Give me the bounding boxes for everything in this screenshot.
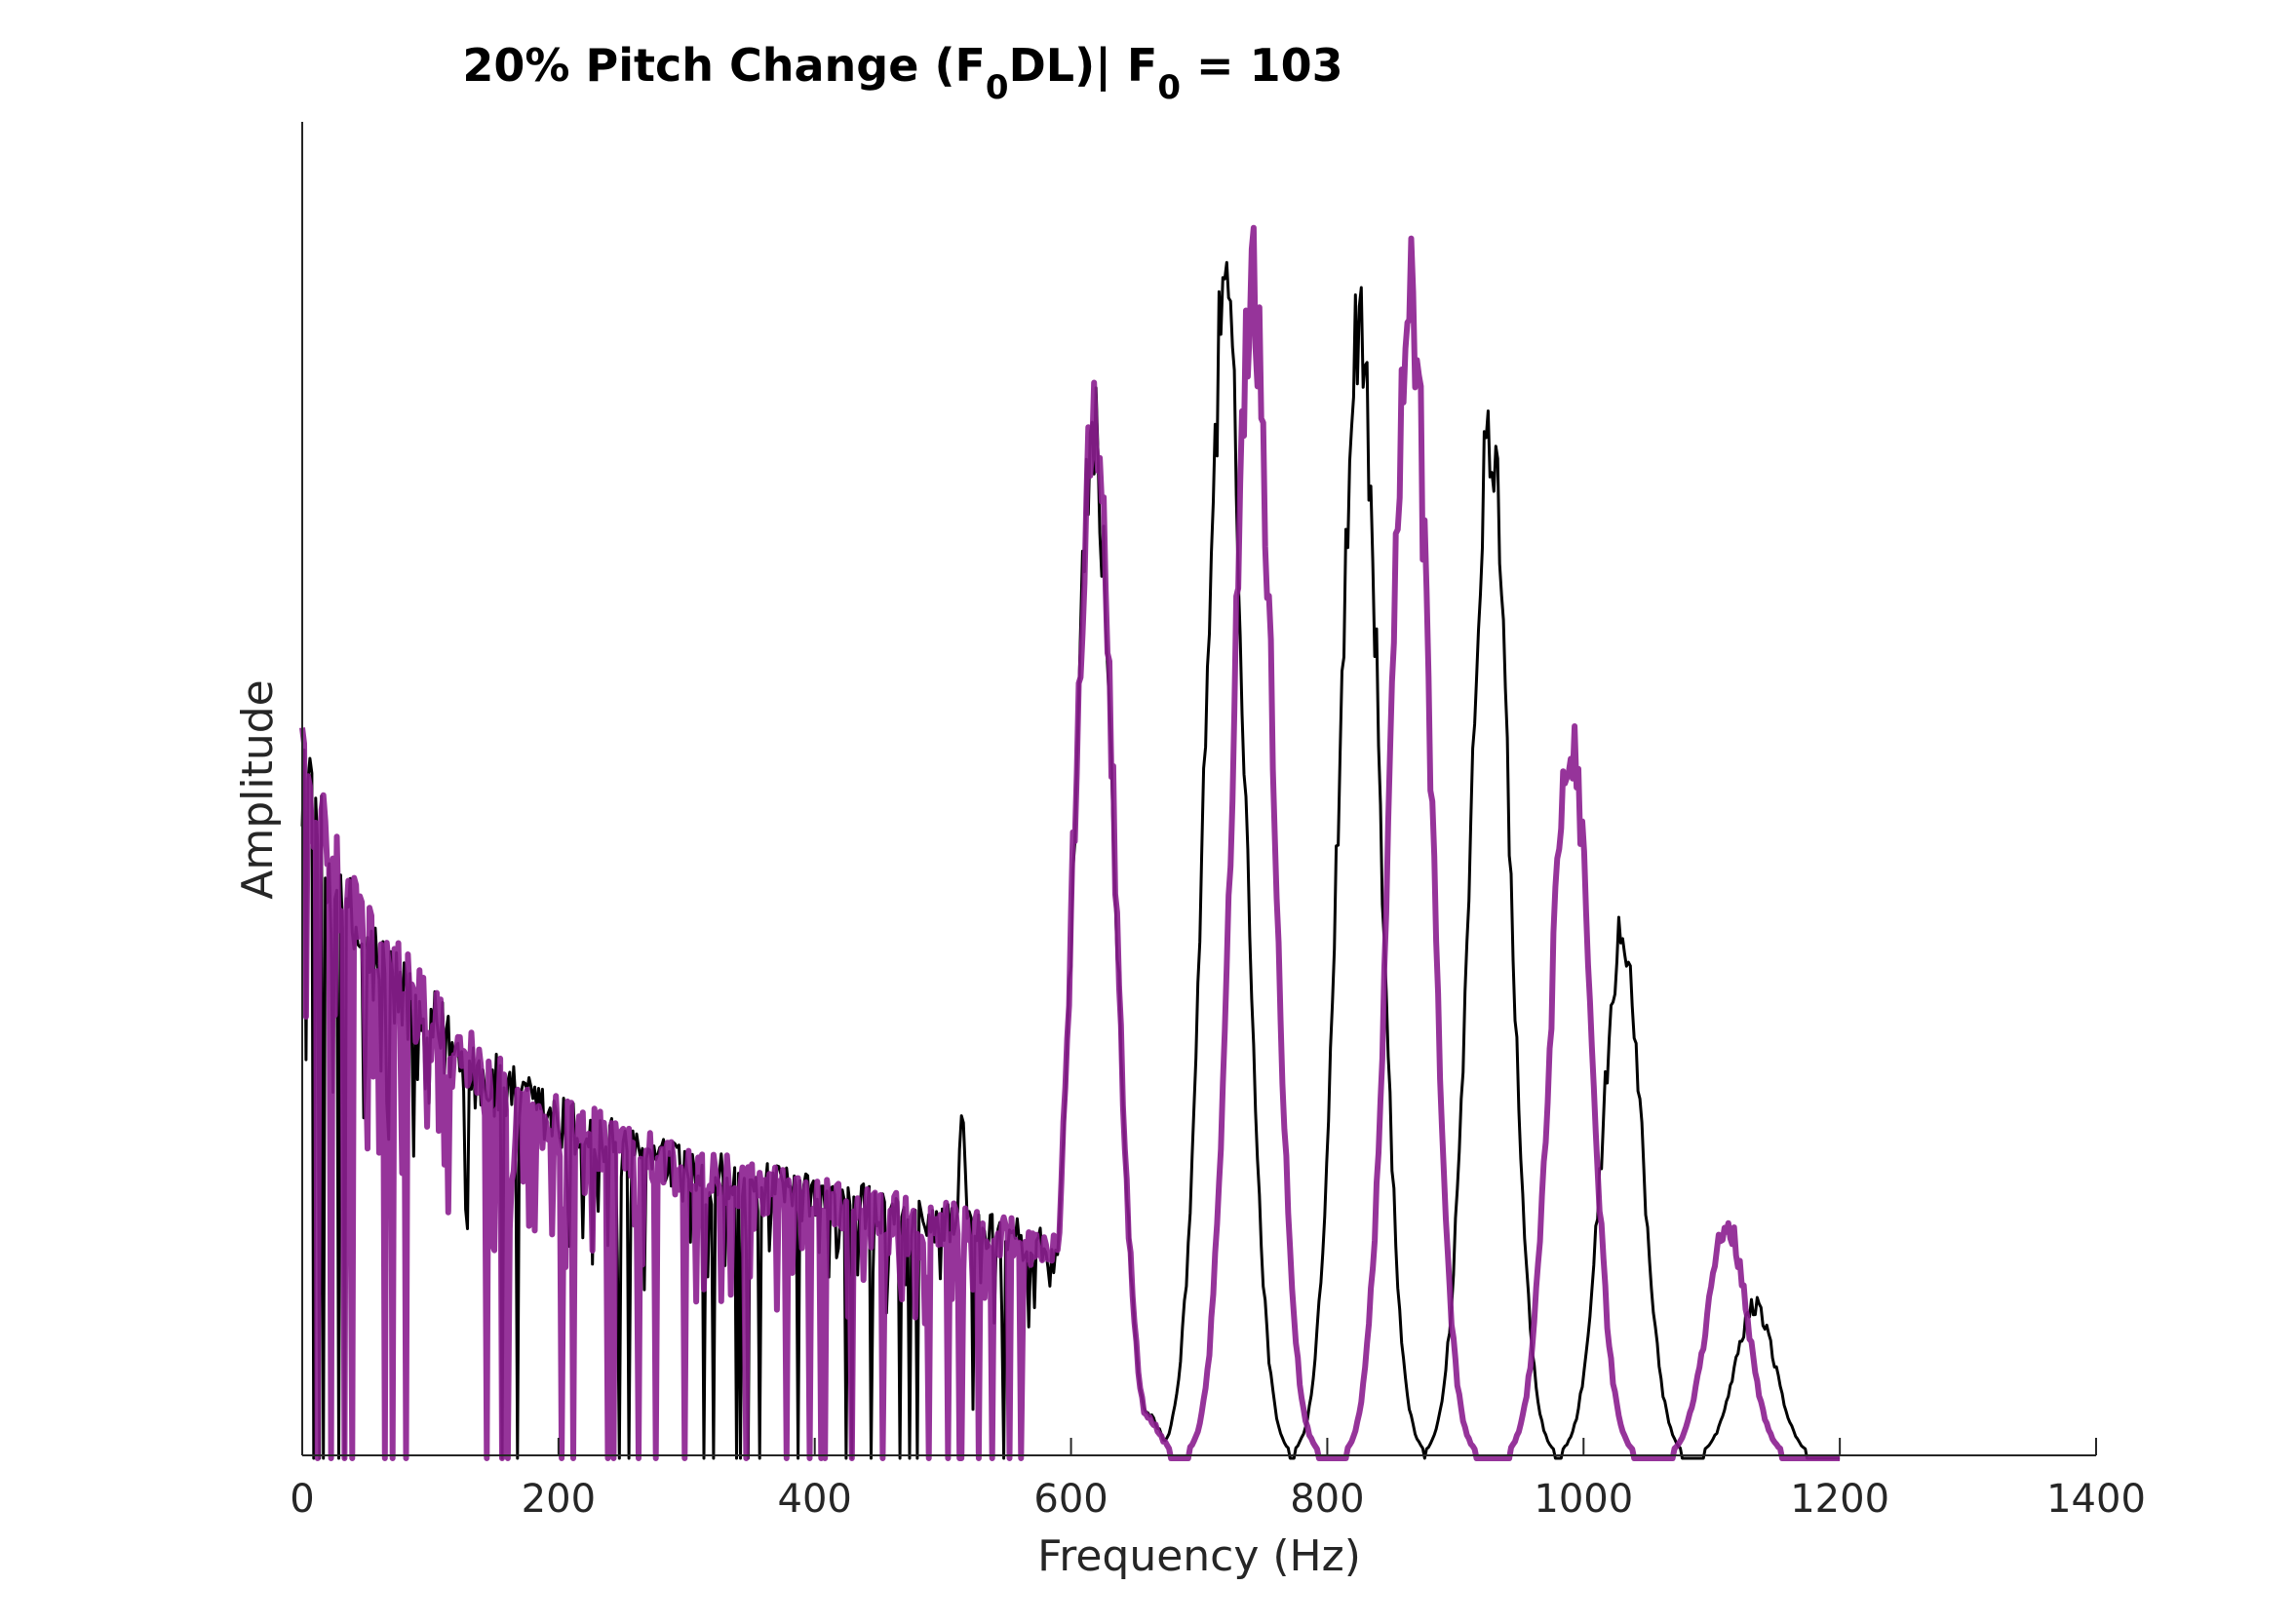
chart-title: 20% Pitch Change (F0DL)| F0 = 103 <box>462 39 1342 107</box>
x-tick-label: 400 <box>778 1477 852 1522</box>
chart-title-subscript: 0 <box>986 68 1009 107</box>
x-tick-label: 1400 <box>2046 1477 2146 1522</box>
x-axis-ticks: 0 200 400 600 800 1000 1200 1400 <box>290 1438 2146 1522</box>
chart-title-part: DL)| F <box>1009 39 1158 93</box>
x-tick-label: 1000 <box>1534 1477 1633 1522</box>
plot-area: 0 200 400 600 800 1000 1200 1400 <box>290 122 2146 1522</box>
x-tick-label: 600 <box>1033 1477 1108 1522</box>
x-tick-label: 0 <box>290 1477 314 1522</box>
x-tick-label: 800 <box>1290 1477 1364 1522</box>
series-line-purple <box>299 224 1842 1461</box>
chart-title-subscript: 0 <box>1157 68 1181 107</box>
chart-title-part: 20% Pitch Change (F <box>462 39 986 92</box>
y-axis-label: Amplitude <box>233 679 283 899</box>
series-layer <box>299 224 1842 1461</box>
chart-title-part: = 103 <box>1181 39 1343 92</box>
x-axis-label: Frequency (Hz) <box>1037 1531 1361 1581</box>
x-tick-label: 200 <box>522 1477 596 1522</box>
x-tick-label: 1200 <box>1790 1477 1889 1522</box>
